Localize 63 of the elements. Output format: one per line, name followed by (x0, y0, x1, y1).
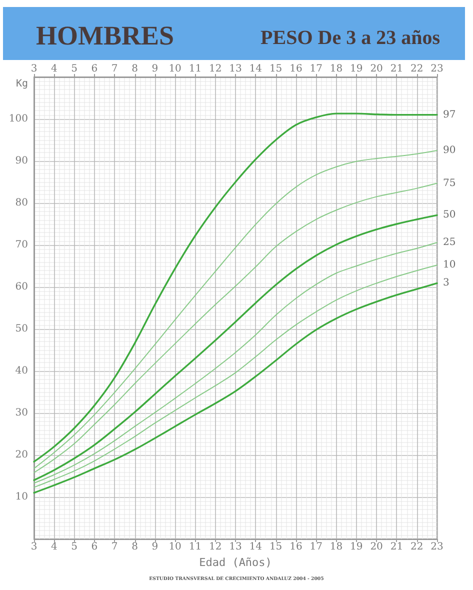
y-tick-label: 100 (8, 114, 28, 124)
series-label: 25 (443, 236, 456, 248)
x-tick-label: 4 (50, 542, 58, 552)
x-tick-label: 19 (350, 542, 363, 552)
x-tick-label: 11 (188, 542, 202, 552)
y-tick-label: 80 (15, 198, 28, 208)
x-tick-label: 14 (249, 542, 262, 552)
x2-tick-label: 21 (390, 64, 404, 74)
x-tick-label: 10 (168, 542, 182, 552)
x-tick-label: 5 (71, 542, 78, 552)
x2-tick-label: 19 (350, 64, 363, 74)
y-tick-label: 30 (15, 408, 28, 418)
x2-tick-label: 9 (152, 64, 158, 74)
x2-tick-label: 15 (269, 64, 282, 74)
y-tick-label: 90 (15, 156, 28, 166)
x2-tick-label: 3 (30, 64, 38, 74)
x2-tick-label: 8 (132, 64, 138, 74)
x2-tick-label: 12 (208, 64, 222, 74)
x2-tick-label: 16 (290, 64, 302, 74)
y-tick-label: 40 (15, 366, 28, 376)
y-tick-label: 10 (15, 492, 28, 502)
x-tick-label: 16 (290, 542, 302, 552)
x2-tick-label: 23 (430, 64, 444, 74)
y-tick-label: 70 (15, 240, 28, 250)
series-label: 75 (443, 178, 456, 189)
x2-tick-label: 13 (229, 64, 242, 74)
x2-tick-label: 17 (310, 64, 322, 74)
x-tick-label: 15 (269, 542, 282, 552)
x-tick-label: 21 (390, 542, 404, 552)
chart-title: HOMBRES (36, 20, 174, 50)
x2-tick-label: 22 (410, 64, 424, 74)
x-tick-label: 17 (310, 542, 322, 552)
x2-tick-label: 7 (111, 64, 118, 74)
y-tick-label: 50 (15, 324, 28, 334)
x2-tick-label: 11 (188, 64, 202, 74)
x-tick-label: 23 (430, 542, 444, 552)
x2-tick-label: 4 (50, 64, 58, 74)
x-tick-label: 6 (91, 542, 98, 552)
x-tick-label: 9 (152, 542, 158, 552)
y-tick-label: 60 (15, 282, 28, 292)
x-tick-label: 3 (30, 542, 38, 552)
x2-tick-label: 18 (330, 64, 343, 74)
x-tick-label: 8 (132, 542, 138, 552)
x-tick-label: 12 (208, 542, 222, 552)
y-axis-title: Kg (16, 78, 28, 90)
series-label: 50 (443, 210, 456, 221)
x-tick-label: 18 (330, 542, 343, 552)
x-axis-title: Edad (Años) (199, 556, 272, 569)
x2-tick-label: 5 (71, 64, 78, 74)
chart-subtitle: PESO De 3 a 23 años (260, 27, 440, 49)
x2-tick-label: 14 (249, 64, 262, 74)
series-label: 3 (443, 278, 450, 289)
y-tick-label: 20 (15, 450, 28, 460)
series-label: 90 (443, 145, 456, 156)
x-tick-label: 7 (111, 542, 118, 552)
series-label: 97 (443, 109, 456, 120)
x2-tick-label: 20 (370, 64, 383, 74)
x-tick-label: 20 (370, 542, 383, 552)
x-tick-label: 13 (229, 542, 242, 552)
x-tick-label: 22 (410, 542, 424, 552)
x2-tick-label: 10 (168, 64, 182, 74)
series-label: 10 (443, 260, 456, 271)
x2-tick-label: 6 (91, 64, 98, 74)
